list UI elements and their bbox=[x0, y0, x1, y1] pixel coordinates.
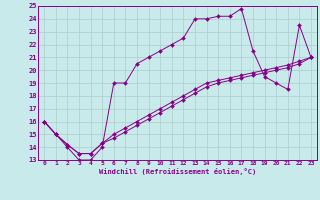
X-axis label: Windchill (Refroidissement éolien,°C): Windchill (Refroidissement éolien,°C) bbox=[99, 168, 256, 175]
